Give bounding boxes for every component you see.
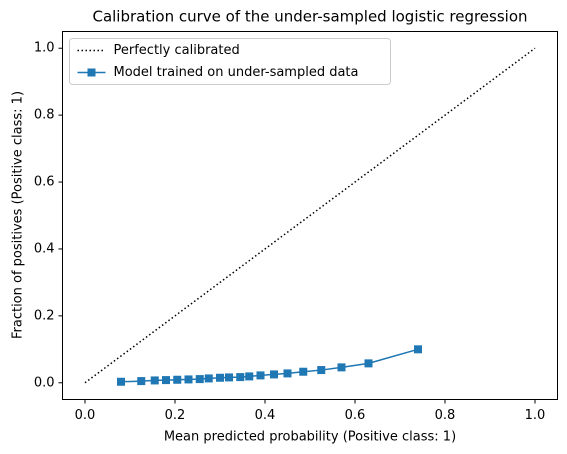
x-tick-label: 0.0	[75, 408, 96, 423]
legend-label: Perfectly calibrated	[114, 43, 240, 58]
marker	[195, 375, 204, 384]
marker	[337, 363, 346, 372]
marker	[414, 345, 422, 354]
series-line	[84, 47, 536, 384]
marker	[299, 367, 308, 376]
x-tick-label: 1.0	[525, 408, 546, 423]
marker	[236, 373, 245, 382]
y-tick-label: 1.0	[34, 41, 55, 56]
x-tick-label: 0.8	[435, 408, 456, 423]
marker	[162, 376, 170, 385]
legend-marker	[87, 68, 96, 77]
marker	[317, 366, 326, 375]
y-tick-label: 0.0	[34, 375, 55, 390]
marker	[225, 373, 233, 382]
x-tick-label: 0.4	[255, 408, 276, 423]
axes-frame	[62, 31, 558, 400]
y-tick-label: 0.8	[34, 108, 55, 123]
x-tick-label: 0.2	[165, 408, 186, 423]
marker	[173, 375, 182, 384]
marker	[137, 377, 146, 386]
x-tick-label: 0.6	[345, 408, 366, 423]
marker	[216, 373, 224, 382]
y-tick-label: 0.4	[34, 241, 55, 256]
marker	[283, 369, 292, 378]
marker	[204, 374, 213, 383]
y-tick-label: 0.2	[34, 308, 55, 323]
x-axis-label: Mean predicted probability (Positive cla…	[164, 430, 456, 445]
marker	[184, 375, 193, 384]
marker	[245, 372, 254, 381]
marker	[364, 359, 373, 368]
marker	[270, 370, 278, 379]
legend-box	[69, 38, 391, 85]
y-tick-label: 0.6	[34, 175, 55, 190]
y-axis-label: Fraction of positives (Positive class: 1…	[11, 91, 26, 339]
marker	[117, 377, 125, 386]
legend-label: Model trained on under-sampled data	[114, 65, 359, 80]
marker	[150, 376, 159, 385]
marker	[256, 371, 265, 380]
chart-title: Calibration curve of the under-sampled l…	[92, 8, 527, 26]
